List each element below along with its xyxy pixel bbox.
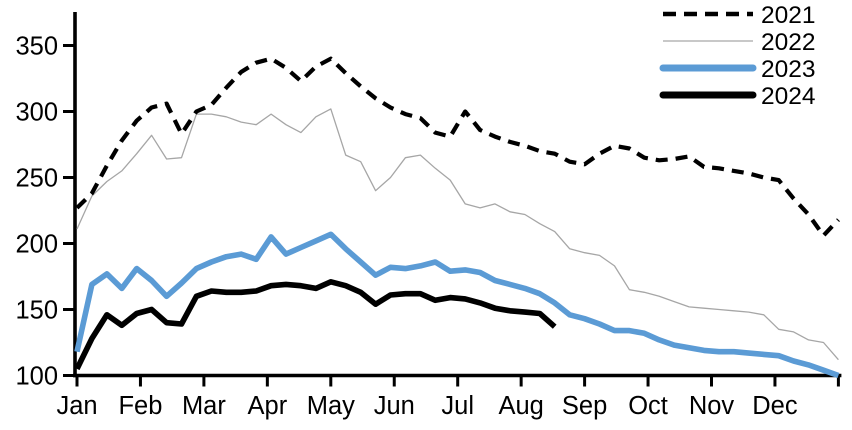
month-label-dec: Dec	[752, 392, 798, 420]
month-label-oct: Oct	[628, 392, 668, 420]
legend-item-2023: 2023	[659, 56, 816, 83]
series-line-2022	[76, 108, 839, 361]
month-label-apr: Apr	[248, 392, 288, 420]
y-tick-label-200: 200	[15, 230, 58, 258]
y-tick-label-350: 350	[15, 32, 58, 60]
month-label-nov: Nov	[689, 392, 735, 420]
series-line-2021	[75, 56, 840, 238]
legend-label-2023: 2023	[761, 56, 816, 83]
month-label-aug: Aug	[498, 392, 543, 420]
legend-label-2024: 2024	[761, 83, 816, 110]
series-line-2023	[74, 231, 840, 379]
month-label-jun: Jun	[374, 392, 415, 420]
month-label-sep: Sep	[562, 392, 607, 420]
legend-label-2021: 2021	[761, 2, 816, 29]
chart-series	[74, 56, 840, 379]
month-label-mar: Mar	[182, 392, 226, 420]
y-tick-label-150: 150	[15, 296, 58, 324]
series-line-2024	[74, 278, 557, 371]
legend-item-2021: 2021	[663, 2, 816, 29]
month-label-may: May	[307, 392, 355, 420]
month-label-jan: Jan	[56, 392, 97, 420]
legend-label-2022: 2022	[761, 29, 816, 56]
y-tick-label-300: 300	[15, 98, 58, 126]
month-label-jul: Jul	[441, 392, 474, 420]
y-tick-label-250: 250	[15, 164, 58, 192]
legend-item-2024: 2024	[659, 83, 816, 110]
legend-item-2022: 2022	[663, 29, 816, 56]
month-label-feb: Feb	[118, 392, 162, 420]
y-tick-label-100: 100	[15, 362, 58, 390]
